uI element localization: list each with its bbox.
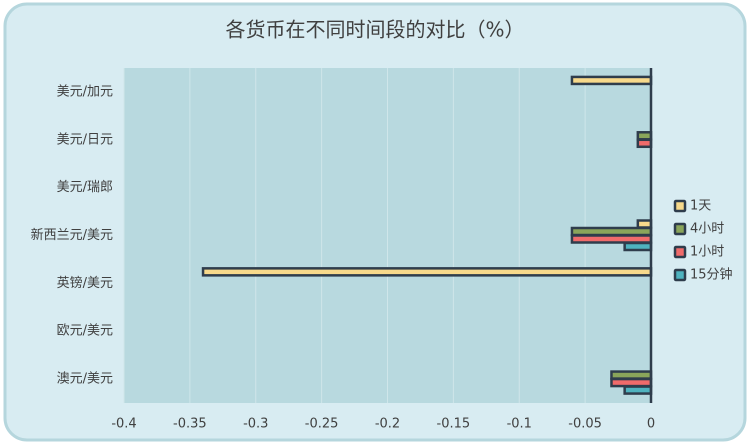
x-tick-label: -0.05: [568, 417, 602, 432]
bar: [623, 241, 653, 252]
legend-label: 1天: [690, 199, 711, 214]
y-tick-label: 澳元/美元: [57, 371, 113, 387]
x-tick-label: 0: [647, 417, 655, 432]
x-tick-label: -0.35: [173, 417, 207, 432]
legend-swatch: [673, 245, 687, 259]
legend-label: 15分钟: [690, 267, 733, 283]
legend-label: 4小时: [690, 222, 724, 237]
x-tick-label: -0.2: [375, 417, 400, 432]
bar: [636, 138, 653, 149]
bar: [636, 219, 653, 229]
x-tick-label: -0.1: [507, 417, 532, 432]
bar: [570, 75, 653, 86]
bar: [610, 370, 653, 380]
y-tick-label: 美元/加元: [57, 84, 113, 99]
x-tick-label: -0.3: [243, 417, 268, 432]
bar: [201, 267, 653, 277]
legend-swatch: [673, 222, 687, 236]
x-tick-label: -0.15: [437, 417, 471, 432]
bar: [570, 234, 653, 244]
bar: [570, 226, 653, 237]
bar: [610, 377, 653, 388]
chart-title: 各货币在不同时间段的对比（%）: [225, 18, 524, 42]
y-tick-label: 新西兰元/美元: [31, 227, 113, 243]
legend-swatch: [673, 199, 687, 213]
bar: [636, 131, 653, 141]
y-tick-label: 美元/日元: [57, 132, 113, 147]
x-tick-label: -0.25: [305, 417, 339, 432]
x-tick-label: -0.4: [111, 417, 136, 432]
bar: [623, 385, 653, 395]
y-tick-label: 欧元/美元: [57, 324, 113, 339]
legend-label: 1小时: [690, 245, 724, 260]
y-tick-label: 美元/瑞郎: [57, 180, 113, 195]
y-tick-label: 英镑/美元: [57, 275, 113, 291]
legend-swatch: [673, 268, 687, 282]
